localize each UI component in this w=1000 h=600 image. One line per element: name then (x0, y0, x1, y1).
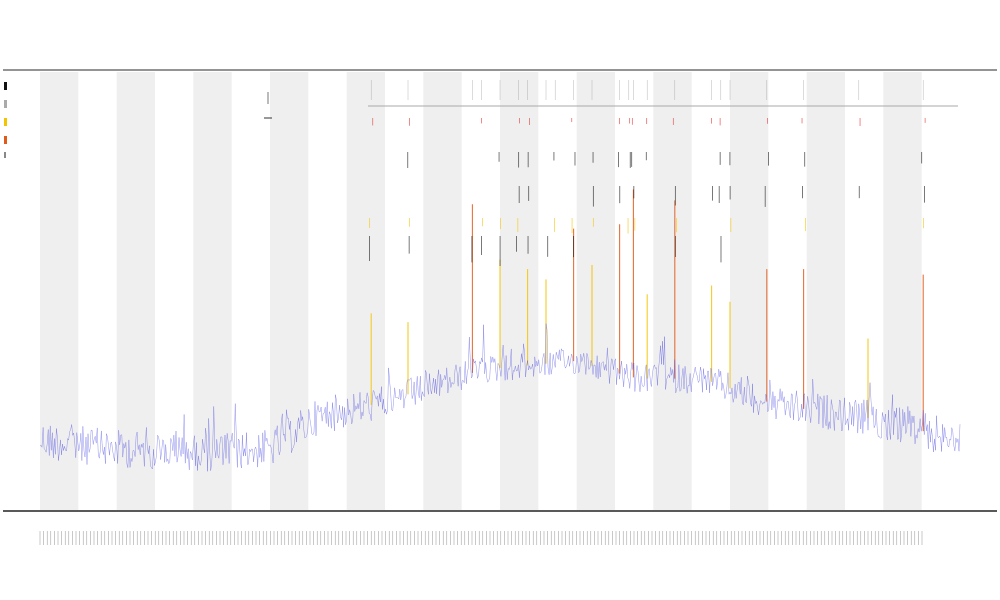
plot-axes (3, 69, 997, 512)
background-band (346, 72, 385, 510)
background-band (423, 72, 462, 510)
background-band (500, 72, 539, 510)
background-band (883, 72, 922, 510)
legend-swatch (4, 100, 7, 108)
x-tick-labels (39, 531, 923, 545)
chart-legend (4, 82, 7, 158)
background-band (576, 72, 615, 510)
signal-trace (39, 323, 961, 472)
background-band (270, 72, 309, 510)
legend-swatch (4, 136, 7, 144)
signal-line (39, 323, 961, 472)
background-band (40, 72, 79, 510)
background-band (806, 72, 845, 510)
background-band (653, 72, 692, 510)
legend-swatch (4, 82, 7, 90)
background-band (730, 72, 769, 510)
peak-spikes (370, 189, 924, 432)
legend-swatch (4, 118, 7, 126)
marker-rows (264, 80, 926, 266)
background-bands (40, 72, 922, 510)
